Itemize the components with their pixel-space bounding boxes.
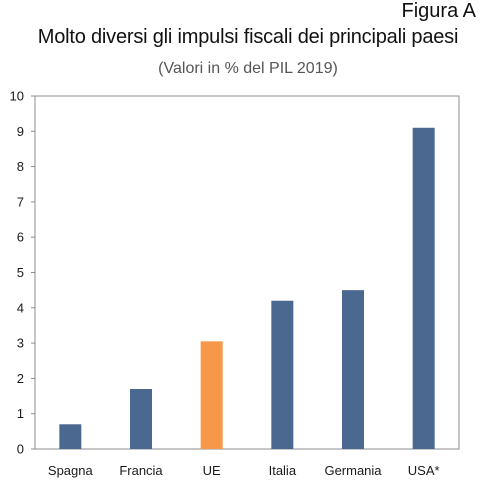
bar-usa — [412, 127, 435, 450]
bar-ue — [200, 341, 223, 449]
x-tick-label: USA* — [408, 463, 440, 478]
bar-germania — [342, 290, 364, 449]
y-tick-label: 6 — [17, 230, 24, 245]
y-tick-label: 5 — [17, 265, 24, 280]
y-tick-label: 4 — [17, 300, 24, 315]
y-tick-label: 7 — [17, 194, 24, 209]
y-tick-label: 9 — [17, 124, 24, 139]
y-tick-label: 3 — [17, 336, 24, 351]
x-tick-label: UE — [203, 463, 221, 478]
bar-spagna — [59, 424, 82, 449]
plot-frame — [34, 95, 460, 450]
bar-italia — [271, 300, 294, 449]
bar-francia — [130, 388, 152, 449]
y-tick-label: 8 — [17, 159, 24, 174]
y-tick-label: 10 — [10, 89, 24, 104]
x-tick-label: Germania — [324, 463, 382, 478]
chart-title: Molto diversi gli impulsi fiscali dei pr… — [37, 26, 459, 48]
y-tick-label: 2 — [17, 371, 24, 386]
x-tick-label: Francia — [119, 463, 163, 478]
x-tick-label: Italia — [269, 463, 297, 478]
figure-label: Figura A — [401, 0, 476, 22]
chart-subtitle: (Valori in % del PIL 2019) — [158, 60, 338, 77]
x-tick-label: Spagna — [48, 463, 94, 478]
y-tick-label: 1 — [17, 406, 24, 421]
y-tick-label: 0 — [17, 442, 24, 457]
